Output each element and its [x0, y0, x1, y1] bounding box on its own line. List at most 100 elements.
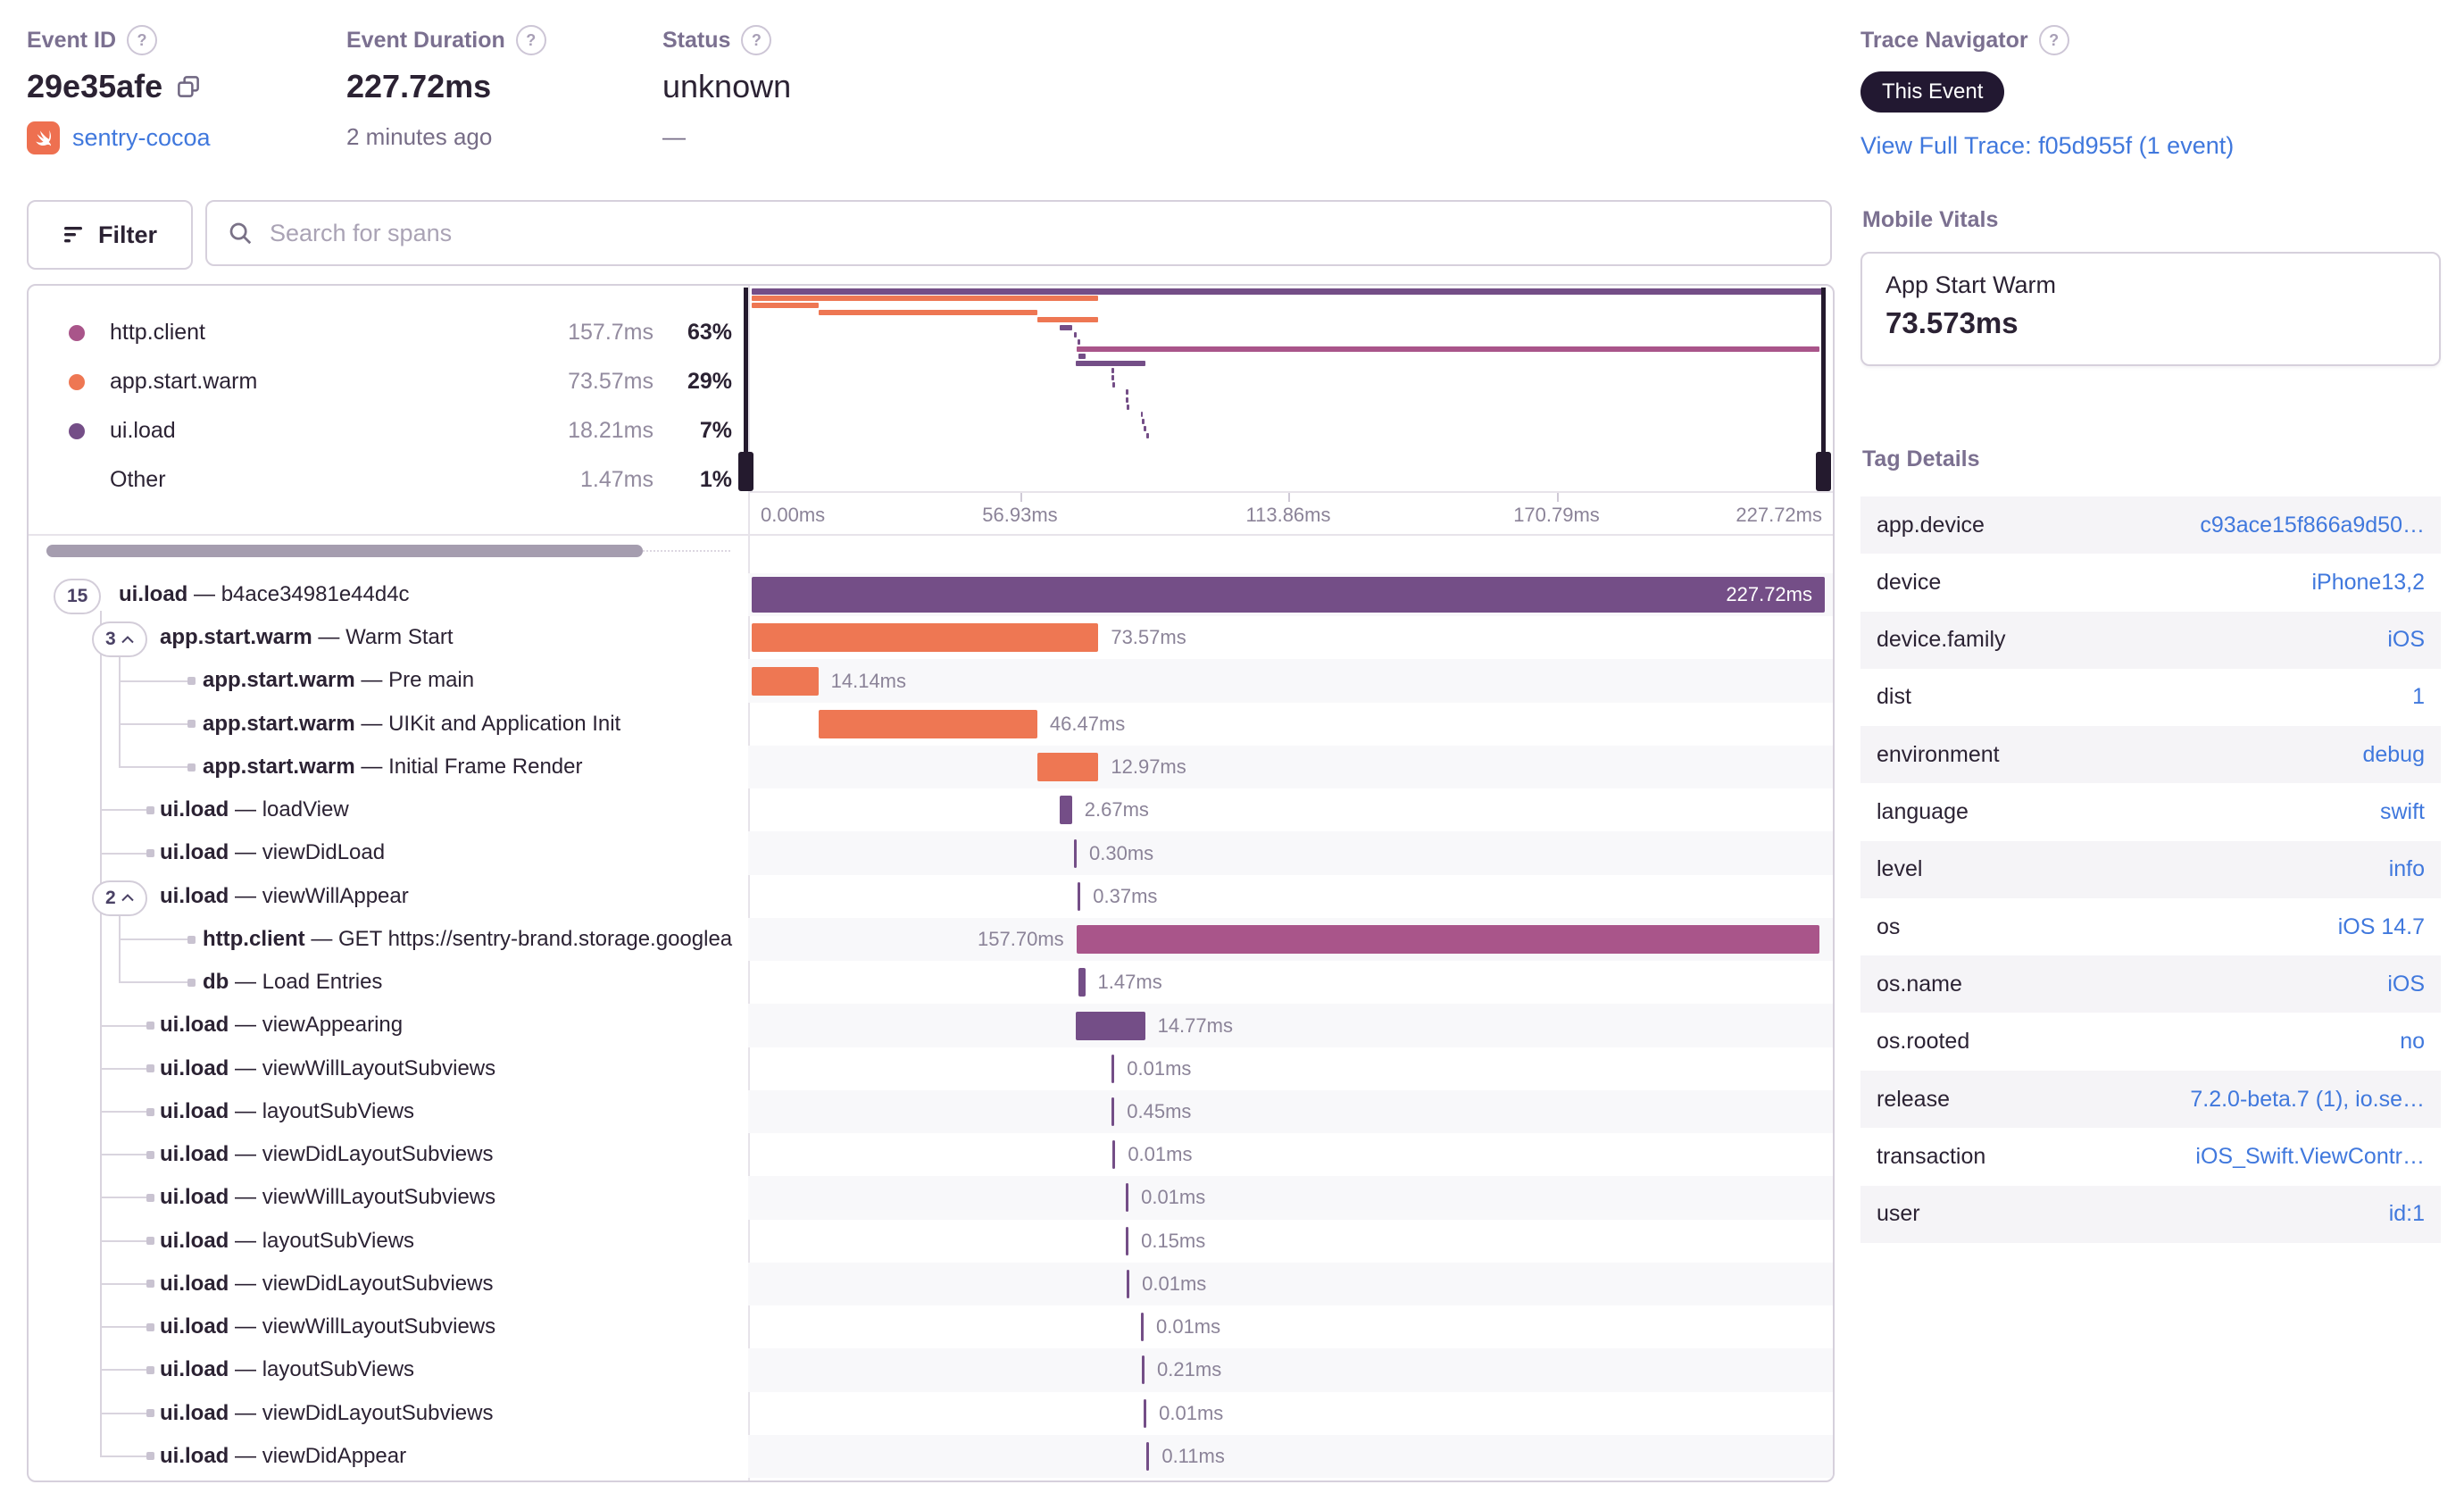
span-tree-label[interactable]: ui.load — viewDidLayoutSubviews [160, 1400, 494, 1425]
span-duration-bar[interactable] [752, 577, 1825, 613]
tag-value[interactable]: iOS [2387, 627, 2425, 653]
span-duration-label: 227.72ms [1726, 583, 1812, 606]
span-tree-label[interactable]: ui.load — layoutSubViews [160, 1228, 415, 1253]
legend-percentage: 1% [699, 467, 732, 492]
tag-value[interactable]: iOS 14.7 [2337, 913, 2425, 939]
span-tree-label[interactable]: ui.load — viewWillLayoutSubviews [160, 1314, 496, 1339]
minimap-span-bar [1126, 389, 1128, 396]
span-duration-label: 0.01ms [1127, 1056, 1192, 1080]
span-tree-label[interactable]: ui.load — viewWillLayoutSubviews [160, 1185, 496, 1210]
minimap-span-bar [1111, 375, 1114, 381]
span-tree-label[interactable]: db — Load Entries [203, 970, 383, 995]
span-toggle-badge[interactable]: 2 [92, 880, 147, 916]
tree-scrollbar-thumb[interactable] [46, 545, 643, 557]
filter-button[interactable]: Filter [27, 200, 193, 270]
span-duration-bar[interactable] [1112, 1140, 1116, 1170]
help-icon[interactable]: ? [127, 25, 158, 55]
span-duration-bar[interactable] [1126, 1183, 1129, 1213]
span-tree-label[interactable]: app.start.warm — Pre main [203, 668, 475, 693]
span-duration-bar[interactable] [752, 666, 819, 696]
span-tree-label[interactable]: ui.load — layoutSubViews [160, 1357, 415, 1382]
span-duration-bar[interactable] [1078, 881, 1081, 911]
legend-item-app.start.warm[interactable]: app.start.warm 73.57ms 29% [29, 357, 748, 406]
span-tree-label[interactable]: ui.load — viewAppearing [160, 1013, 404, 1038]
search-input[interactable] [268, 218, 1811, 248]
span-duration-bar[interactable] [1146, 1441, 1150, 1471]
minimap-left-handle[interactable] [738, 452, 753, 491]
copy-icon[interactable] [175, 73, 202, 100]
tree-connector-line [100, 1369, 154, 1372]
legend-item-http.client[interactable]: http.client 157.7ms 63% [29, 308, 748, 357]
legend-item-Other[interactable]: Other 1.47ms 1% [29, 455, 748, 505]
span-tree-label[interactable]: ui.load — viewWillAppear [160, 883, 409, 908]
span-duration-bar[interactable] [1074, 838, 1078, 868]
span-duration-bar[interactable] [1111, 1097, 1115, 1126]
span-toggle-badge[interactable]: 3 [92, 621, 147, 658]
span-tree-label[interactable]: ui.load — b4ace34981e44d4c [119, 582, 410, 606]
span-tree-label[interactable]: ui.load — loadView [160, 797, 349, 822]
tag-value[interactable]: info [2388, 856, 2425, 882]
span-duration-bar[interactable] [818, 709, 1037, 738]
project-link[interactable]: sentry-cocoa [72, 124, 211, 151]
tag-key: os.rooted [1877, 1029, 1970, 1055]
tag-value[interactable]: debug [2362, 741, 2425, 767]
this-event-badge[interactable]: This Event [1860, 71, 2005, 113]
span-duration-bar[interactable] [1075, 1011, 1145, 1040]
legend-duration: 1.47ms [580, 467, 653, 492]
axis-tick-mark [1288, 493, 1290, 502]
event-id-label: Event ID ? [27, 25, 211, 55]
legend-op-label: http.client [110, 320, 206, 345]
tag-value[interactable]: iPhone13,2 [2311, 569, 2425, 595]
tag-value[interactable]: c93ace15f866a9d50… [2200, 512, 2425, 538]
legend-op-label: app.start.warm [110, 369, 258, 394]
minimap-span-bar [1126, 396, 1128, 403]
span-duration-bar[interactable] [1076, 925, 1820, 955]
tree-connector-dot [146, 849, 154, 858]
span-duration-label: 12.97ms [1111, 755, 1186, 779]
help-icon[interactable]: ? [741, 25, 772, 55]
span-duration-bar[interactable] [752, 623, 1099, 653]
span-tree-label[interactable]: ui.load — viewDidLayoutSubviews [160, 1271, 494, 1296]
tag-value[interactable]: 7.2.0-beta.7 (1), io.se… [2190, 1086, 2425, 1112]
status-value: unknown [662, 68, 792, 104]
span-tree-label[interactable]: ui.load — viewDidLayoutSubviews [160, 1142, 494, 1167]
span-tree: 15 ui.load — b4ace34981e44d4c 3 app.start.w… [29, 573, 748, 1478]
legend-item-ui.load[interactable]: ui.load 18.21ms 7% [29, 406, 748, 455]
legend-duration: 157.7ms [568, 320, 653, 345]
span-tree-label[interactable]: ui.load — viewDidAppear [160, 1443, 407, 1468]
trace-minimap[interactable] [752, 286, 1825, 491]
help-icon[interactable]: ? [515, 25, 546, 55]
tree-connector-line [100, 1154, 154, 1156]
view-full-trace-link[interactable]: View Full Trace: f05d955f (1 event) [1860, 132, 2235, 159]
minimap-right-handle[interactable] [1816, 452, 1831, 491]
tag-value[interactable]: iOS [2387, 971, 2425, 997]
span-tree-label[interactable]: ui.load — layoutSubViews [160, 1098, 415, 1123]
span-tree-label[interactable]: app.start.warm — Initial Frame Render [203, 754, 583, 779]
span-duration-bar[interactable] [1140, 1313, 1144, 1342]
event-duration-label-text: Event Duration [346, 27, 505, 53]
span-duration-bar[interactable] [1078, 968, 1086, 997]
tag-value[interactable]: 1 [2412, 684, 2425, 710]
span-duration-bar[interactable] [1059, 796, 1072, 825]
tag-value[interactable]: swift [2380, 799, 2425, 824]
tag-row-level: level info [1860, 840, 2441, 898]
tag-value[interactable]: id:1 [2388, 1201, 2425, 1227]
span-tree-label[interactable]: app.start.warm — UIKit and Application I… [203, 711, 621, 736]
span-duration-bar[interactable] [1036, 753, 1099, 782]
span-tree-label[interactable]: ui.load — viewWillLayoutSubviews [160, 1055, 496, 1080]
span-duration-bar[interactable] [1126, 1226, 1129, 1255]
tree-connector-line [100, 1455, 154, 1457]
span-duration-bar[interactable] [1144, 1398, 1147, 1428]
span-duration-bar[interactable] [1111, 1054, 1115, 1083]
span-tree-label[interactable]: app.start.warm — Warm Start [160, 625, 454, 650]
span-duration-bar[interactable] [1127, 1269, 1130, 1298]
app-start-warm-card[interactable]: App Start Warm 73.573ms [1860, 252, 2441, 366]
span-duration-bar[interactable] [1142, 1355, 1145, 1385]
span-toggle-badge[interactable]: 15 [54, 579, 102, 615]
tag-value[interactable]: iOS_Swift.ViewContr… [2195, 1143, 2425, 1169]
span-tree-label[interactable]: ui.load — viewDidLoad [160, 840, 386, 865]
help-icon[interactable]: ? [2038, 25, 2069, 55]
vital-name: App Start Warm [1885, 271, 2057, 298]
span-tree-label[interactable]: http.client — GET https://sentry-brand.s… [203, 926, 733, 951]
tag-value[interactable]: no [2400, 1029, 2425, 1055]
